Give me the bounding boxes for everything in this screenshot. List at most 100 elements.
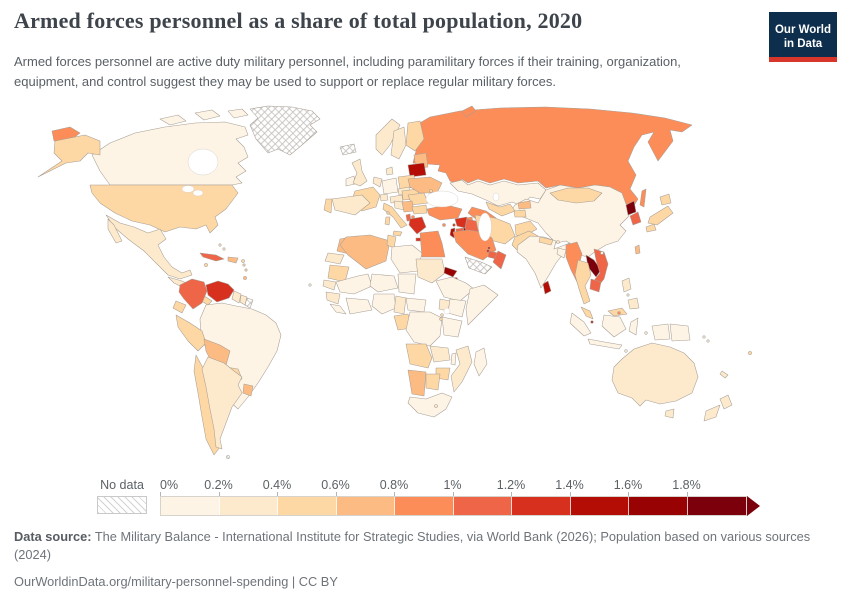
region-japan-kyushu[interactable] xyxy=(645,223,657,233)
region-java[interactable] xyxy=(587,338,623,350)
region-sumatra[interactable] xyxy=(569,312,592,337)
region-cameroon[interactable] xyxy=(393,295,407,315)
region-oman[interactable] xyxy=(492,250,507,270)
region-botswana[interactable] xyxy=(425,373,441,391)
region-guinea[interactable] xyxy=(325,291,341,305)
region-sudan[interactable] xyxy=(415,258,446,284)
region-moldova[interactable] xyxy=(429,189,433,193)
region-kalimantan[interactable] xyxy=(601,314,627,338)
region-guyana[interactable] xyxy=(231,290,242,304)
region-canada[interactable] xyxy=(91,121,249,186)
region-argentina[interactable] xyxy=(201,356,243,450)
region-denmark[interactable] xyxy=(385,166,394,176)
region-kyrgyzstan[interactable] xyxy=(517,200,532,210)
region-sardinia[interactable] xyxy=(384,216,391,226)
region-zambia[interactable] xyxy=(429,345,451,363)
region-turkey[interactable] xyxy=(426,204,463,221)
region-malawi[interactable] xyxy=(450,352,457,366)
region-cape-verde[interactable] xyxy=(308,283,312,287)
legend-segment-0.6-0.8%[interactable] xyxy=(336,497,395,515)
region-united-kingdom[interactable] xyxy=(351,158,368,187)
legend-segment-1-1.2%[interactable] xyxy=(453,497,512,515)
region-canada[interactable] xyxy=(194,109,221,121)
owid-logo[interactable]: Our World in Data xyxy=(769,12,837,62)
region-philippines-mindanao[interactable] xyxy=(627,297,640,310)
region-puerto-rico[interactable] xyxy=(241,259,245,263)
region-israel[interactable] xyxy=(449,227,456,239)
region-tajikistan[interactable] xyxy=(513,209,527,218)
region-brunei[interactable] xyxy=(617,311,621,315)
region-french-guiana[interactable] xyxy=(244,297,254,309)
legend-segment-0.2-0.4%[interactable] xyxy=(219,497,278,515)
legend-segment-1.6-1.8%[interactable] xyxy=(629,497,688,515)
region-south-africa[interactable] xyxy=(407,392,453,418)
region-south-korea[interactable] xyxy=(629,211,642,226)
region-serbia[interactable] xyxy=(401,200,415,213)
region-china[interactable] xyxy=(511,184,634,258)
region-spain[interactable] xyxy=(331,194,371,216)
region-sierra-leone-liberia[interactable] xyxy=(329,303,347,315)
region-central-african-republic[interactable] xyxy=(405,297,427,313)
region-colombia[interactable] xyxy=(178,278,208,310)
region-philippines-luzon[interactable] xyxy=(621,277,632,293)
region-fiji[interactable] xyxy=(748,351,752,355)
region-syria[interactable] xyxy=(454,216,468,229)
region-bhutan[interactable] xyxy=(556,240,560,244)
region-sulawesi[interactable] xyxy=(628,317,639,336)
region-tasmania[interactable] xyxy=(664,408,675,419)
legend-no-data-swatch[interactable] xyxy=(97,496,147,514)
region-japan-hokkaido[interactable] xyxy=(659,193,672,206)
region-switzerland[interactable] xyxy=(379,193,389,202)
region-japan-honshu[interactable] xyxy=(647,205,674,226)
region-niger[interactable] xyxy=(369,273,399,293)
region-algeria[interactable] xyxy=(339,234,391,270)
region-trinidad[interactable] xyxy=(243,276,247,280)
region-norway[interactable] xyxy=(375,118,401,156)
region-lesser-antilles[interactable] xyxy=(242,263,246,267)
region-new-caledonia[interactable] xyxy=(719,370,729,379)
region-malaysia[interactable] xyxy=(580,306,594,320)
region-bulgaria[interactable] xyxy=(411,204,428,215)
region-iceland[interactable] xyxy=(339,143,357,156)
region-singapore[interactable] xyxy=(590,320,594,324)
region-cuba[interactable] xyxy=(199,252,225,262)
region-rwanda-burundi[interactable] xyxy=(440,313,444,317)
region-nigeria[interactable] xyxy=(371,293,397,315)
region-jamaica[interactable] xyxy=(204,263,208,267)
region-papua-new-guinea[interactable] xyxy=(669,323,691,342)
region-mexico[interactable] xyxy=(105,214,193,280)
region-uruguay[interactable] xyxy=(242,383,254,397)
region-bahamas[interactable] xyxy=(218,243,222,247)
region-philippines-visayas[interactable] xyxy=(626,293,630,297)
region-greenland[interactable] xyxy=(249,105,321,156)
region-cyprus[interactable] xyxy=(442,223,446,227)
legend-segment-0.8-1%[interactable] xyxy=(395,497,454,515)
legend-segment->1.8%[interactable] xyxy=(687,497,746,515)
region-tanzania[interactable] xyxy=(441,316,463,338)
region-new-zealand-south[interactable] xyxy=(703,404,721,422)
region-chad[interactable] xyxy=(397,273,417,295)
region-russia[interactable] xyxy=(412,106,693,208)
region-lesser-sunda[interactable] xyxy=(624,349,628,353)
region-corsica[interactable] xyxy=(386,211,390,215)
region-ecuador[interactable] xyxy=(172,300,187,314)
region-australia[interactable] xyxy=(611,342,699,407)
region-dr-congo[interactable] xyxy=(405,311,443,347)
region-bahrain[interactable] xyxy=(487,246,491,250)
region-lesser-antilles[interactable] xyxy=(244,268,248,272)
legend-segment-1.2-1.4%[interactable] xyxy=(512,497,571,515)
region-portugal[interactable] xyxy=(323,198,333,214)
region-belarus[interactable] xyxy=(407,162,427,178)
region-italy[interactable] xyxy=(382,202,408,229)
legend-segment-0-0.2%[interactable] xyxy=(161,497,220,515)
region-taiwan[interactable] xyxy=(634,244,641,255)
region-canada[interactable] xyxy=(227,108,249,119)
region-finland[interactable] xyxy=(405,120,425,152)
region-sweden[interactable] xyxy=(390,126,407,160)
region-yemen[interactable] xyxy=(464,256,493,275)
region-novaya-zemlya[interactable] xyxy=(461,105,477,118)
legend-segment-0.4-0.6%[interactable] xyxy=(278,497,337,515)
region-lesotho[interactable] xyxy=(434,404,438,408)
region-sicily[interactable] xyxy=(392,230,403,237)
region-angola[interactable] xyxy=(405,343,433,369)
